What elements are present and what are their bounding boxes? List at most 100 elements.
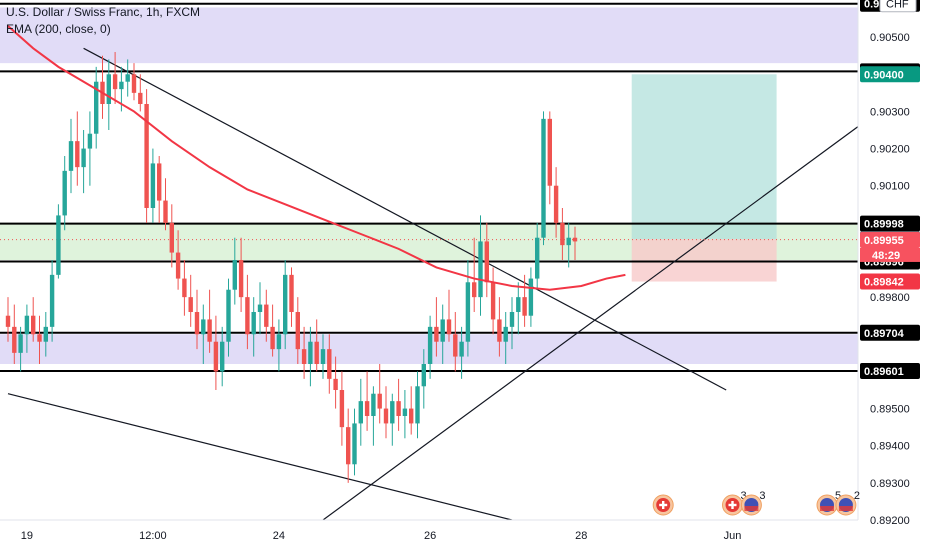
candle-body [43,326,48,342]
candle-body [157,163,162,201]
candle-body [245,297,250,335]
candle-body [453,334,458,357]
trendline[interactable] [83,47,727,391]
candle-body [207,319,212,342]
candle-body [383,408,389,424]
candle-body [566,237,571,246]
trendline[interactable] [7,393,513,520]
y-tick-label: 0.89400 [870,441,910,453]
candle-body [560,222,565,246]
candle-body [194,312,200,335]
candle-body [251,312,256,335]
candle-body [5,315,11,327]
candle-body [62,170,67,216]
candle-body [24,315,30,335]
candle-body [182,278,187,298]
candle-body [516,297,521,312]
candle-body [238,260,244,298]
candle-body [497,319,502,342]
x-tick-label: 24 [273,530,285,542]
candle-body [94,81,99,134]
target-price-tag-bg [860,66,920,83]
chart-legend: U.S. Dollar / Swiss Franc, 1h, FXCM EMA … [6,4,200,38]
trendline[interactable] [322,89,909,520]
candle-body [270,326,275,350]
candle-body [377,393,382,409]
current-price-tag: 0.89955 [864,235,904,247]
candle-body [220,341,225,372]
candle-body [446,319,452,335]
currency-badge[interactable] [879,0,917,13]
y-tick-label: 0.89500 [870,404,910,416]
candle-body [87,133,93,149]
y-tick-label: 0.89200 [870,515,910,527]
candle-body [201,319,206,335]
candle-body [18,334,23,353]
stop-price-tag: 0.89842 [864,277,904,289]
candle-body [472,282,477,298]
candle-body [264,304,269,327]
candle-body [396,401,401,416]
flag-stripes [820,506,834,511]
chart-title: U.S. Dollar / Swiss Franc, 1h, FXCM [6,5,201,19]
event-count: 5 [835,490,841,502]
flag-stripes [838,506,853,511]
event-count: 3 [759,490,765,502]
x-tick-label: 28 [575,530,587,542]
zone-band [0,7,858,64]
candle-body [144,104,149,208]
flag-cross-h [659,503,668,507]
candle-body [119,81,124,90]
event-count: 2 [854,490,860,502]
candle-body [364,401,370,416]
candle-body [421,364,426,387]
position-profit-zone[interactable] [631,74,777,240]
candle-body [528,278,534,316]
x-tick-label: Jun [724,530,742,542]
level-price-tag: 0.89704 [864,328,905,340]
candle-body [339,390,345,428]
candle-body [541,118,546,238]
y-tick-label: 0.90200 [870,144,910,156]
candle-body [283,274,288,335]
candle-body [213,341,219,372]
candle-body [301,349,307,364]
candle-body [572,237,578,242]
candle-body [390,401,395,424]
currency-label: CHF [886,0,909,11]
level-price-tag-bg [860,215,920,232]
flag-stripes [744,506,759,511]
candle-body [169,222,174,253]
candle-body [503,326,508,342]
y-tick-label: 0.90100 [870,181,910,193]
candle-body [427,326,433,364]
candle-body [289,274,294,312]
candle-body [320,349,326,364]
candle-body [440,319,445,342]
x-tick-label: 26 [424,530,436,542]
level-price-tag-bg [860,363,920,380]
candle-body [188,297,193,312]
candle-body [295,312,300,350]
level-price-tag: 0.89998 [864,219,904,231]
candle-body [371,393,376,416]
candle-body [68,141,74,171]
candle-body [106,74,111,104]
candle-body [465,282,471,342]
candle-body [314,341,319,364]
candle-body [547,118,552,186]
candle-body [56,215,61,275]
y-tick-label: 0.89800 [870,292,910,304]
candle-body [150,163,156,208]
candle-body [138,92,143,104]
candle-body [125,74,130,82]
target-price-tag: 0.90400 [864,69,904,81]
candle-body [402,408,408,416]
candle-body [484,241,489,283]
position-loss-zone[interactable] [631,239,777,282]
indicator-label: EMA (200, close, 0) [6,22,111,36]
candle-body [232,260,237,290]
candle-body [352,423,357,465]
candle-body [131,74,137,93]
